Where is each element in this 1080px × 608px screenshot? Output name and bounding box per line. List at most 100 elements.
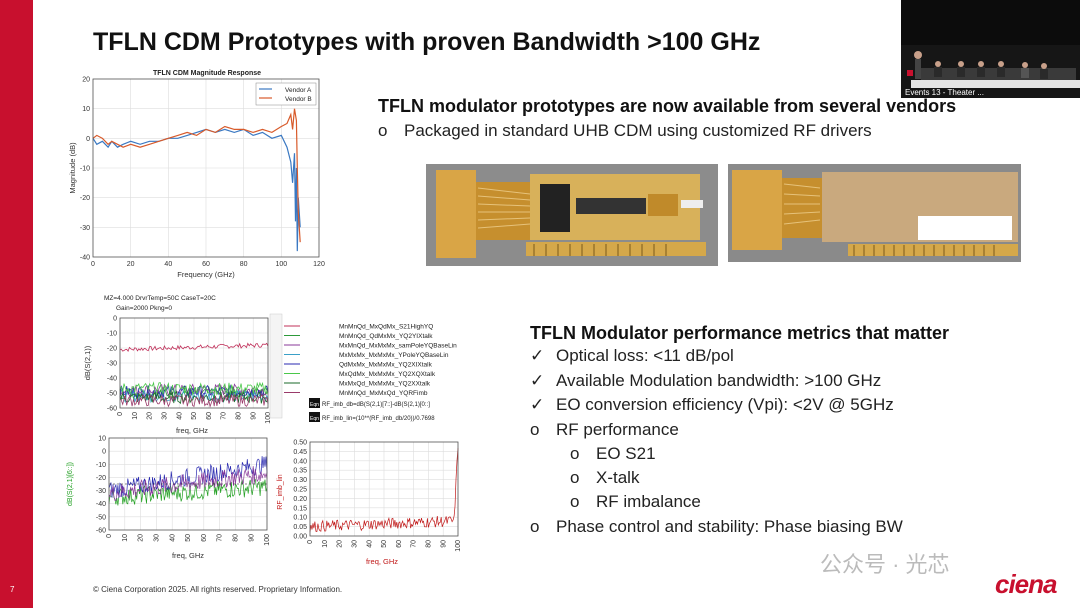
y-tick-label: 0.20 xyxy=(293,496,307,503)
x-tick-label: 0 xyxy=(307,540,314,544)
slide-title: TFLN CDM Prototypes with proven Bandwidt… xyxy=(93,28,761,56)
bullet-marker: o xyxy=(570,444,580,463)
y-tick-label: -10 xyxy=(80,166,90,173)
series-line xyxy=(119,381,269,396)
y-tick-label: -50 xyxy=(96,514,106,521)
y-tick-label: -30 xyxy=(80,225,90,232)
y-tick-label: -60 xyxy=(96,528,106,535)
series-line xyxy=(92,108,301,243)
chart-header-line-1: MZ=4.000 DrvrTemp=50C CaseT=20C xyxy=(104,295,216,302)
x-tick-label: 10 xyxy=(322,540,329,548)
y-tick-label: 0.00 xyxy=(293,534,307,541)
y-tick-label: -50 xyxy=(107,391,117,398)
x-tick-label: 60 xyxy=(206,412,213,420)
x-axis-label: freq, GHz xyxy=(366,557,398,566)
bullet-text: EO conversion efficiency (Vpi): <2V @ 5G… xyxy=(556,395,894,414)
x-tick-label: 30 xyxy=(154,534,161,542)
x-tick-label: 70 xyxy=(411,540,418,548)
y-axis-label: dB(S(2,1)[6::]) xyxy=(67,462,74,506)
x-tick-label: 100 xyxy=(264,534,271,546)
video-frame xyxy=(901,0,1080,98)
y-tick-label: -10 xyxy=(107,331,117,338)
y-tick-label: -20 xyxy=(107,346,117,353)
x-tick-label: 30 xyxy=(352,540,359,548)
chart-header-line-2: Gain=2000 Pkng=0 xyxy=(116,305,172,312)
bullet-marker: ✓ xyxy=(530,371,545,390)
x-tick-label: 60 xyxy=(396,540,403,548)
legend-label: Vendor A xyxy=(285,87,312,94)
x-tick-label: 120 xyxy=(313,261,325,268)
y-tick-label: 20 xyxy=(82,77,90,84)
equation-text: RF_imb_db=dB(S(2,1)[7::]-dB(S(2,1)[0::] xyxy=(322,402,430,408)
metric-optical-loss: ✓ Optical loss: <11 dB/pol xyxy=(530,346,734,366)
x-axis-label: freq, GHz xyxy=(176,426,208,435)
y-tick-label: 10 xyxy=(82,106,90,113)
legend-label: MxMxQd_MxMxMx_YQ2XXtalk xyxy=(339,381,431,388)
y-tick-label: 0 xyxy=(86,136,90,143)
x-tick-label: 20 xyxy=(147,412,154,420)
bullet-text: Phase control and stability: Phase biasi… xyxy=(556,517,903,536)
x-tick-label: 40 xyxy=(169,534,176,542)
s21-chart: MZ=4.000 DrvrTemp=50C CaseT=20C Gain=200… xyxy=(83,295,457,435)
y-tick-label: -20 xyxy=(80,195,90,202)
legend-label: MxQdMx_MxMxMx_YQ2XQXtalk xyxy=(339,371,436,378)
x-axis-label: Frequency (GHz) xyxy=(177,270,235,279)
x-tick-label: 90 xyxy=(440,540,447,548)
crosstalk-chart: 0 10 20 30 40 50 60 70 80 90 100100-10-20-30-40-50… xyxy=(67,436,271,561)
legend-label: MxMxMx_MxMxMx_YPoleYQBaseLin xyxy=(339,352,449,359)
y-tick-label: 0.10 xyxy=(293,515,307,522)
series-line xyxy=(309,448,459,533)
metric-rf-imbalance: o RF imbalance xyxy=(570,492,701,512)
section1-bullet: o Packaged in standard UHB CDM using cust… xyxy=(378,121,872,141)
x-tick-label: 30 xyxy=(162,412,169,420)
x-tick-label: 80 xyxy=(426,540,433,548)
bullet-marker: o xyxy=(378,121,388,140)
x-tick-label: 40 xyxy=(164,261,172,268)
x-tick-label: 60 xyxy=(202,261,210,268)
x-axis-label: freq, GHz xyxy=(172,551,204,560)
copyright-footer: © Ciena Corporation 2025. All rights res… xyxy=(93,585,343,594)
y-axis-label: RF_imb_lin xyxy=(277,474,284,510)
legend-label: QdMxMx_MxMxMx_YQ2XIXtalk xyxy=(339,362,433,369)
metric-rf-performance: o RF performance xyxy=(530,420,679,440)
y-tick-label: 0.50 xyxy=(293,440,307,447)
y-tick-label: -10 xyxy=(96,462,106,469)
x-tick-label: 70 xyxy=(221,412,228,420)
equation-tag xyxy=(309,398,320,408)
section2-heading: TFLN Modulator performance metrics that … xyxy=(530,323,950,343)
slide-number: 7 xyxy=(10,585,15,594)
legend-label: MnMnQd_MxMxQd_YQRFimb xyxy=(339,390,428,397)
y-tick-label: 0.45 xyxy=(293,449,307,456)
y-tick-label: 0.15 xyxy=(293,505,307,512)
bullet-marker: o xyxy=(570,468,580,487)
x-tick-label: 20 xyxy=(138,534,145,542)
series-line xyxy=(108,466,268,501)
y-tick-label: 0.05 xyxy=(293,524,307,531)
legend-label: MnMnQd_MxQdMx_S21HighYQ xyxy=(339,324,433,331)
bullet-text: Available Modulation bandwidth: >100 GHz xyxy=(556,371,882,390)
x-tick-label: 90 xyxy=(248,534,255,542)
bullet-text: EO S21 xyxy=(596,444,656,463)
x-tick-label: 20 xyxy=(337,540,344,548)
x-tick-label: 100 xyxy=(275,261,287,268)
y-tick-label: -40 xyxy=(96,501,106,508)
x-tick-label: 80 xyxy=(236,412,243,420)
x-tick-label: 20 xyxy=(127,261,135,268)
y-tick-label: 0 xyxy=(113,316,117,323)
bullet-marker: ✓ xyxy=(530,395,545,414)
y-axis-label: dB(S(2,1)) xyxy=(83,345,92,380)
equation-tag-label: Eqn xyxy=(310,416,319,422)
x-tick-label: 70 xyxy=(217,534,224,542)
y-tick-label: -30 xyxy=(96,488,106,495)
x-tick-label: 0 xyxy=(117,412,124,416)
metric-bandwidth: ✓ Available Modulation bandwidth: >100 GH… xyxy=(530,371,881,391)
legend-label: MnMnQd_QdMxMx_YQ2YIXtalk xyxy=(339,333,433,340)
y-tick-label: -40 xyxy=(107,376,117,383)
x-tick-label: 50 xyxy=(381,540,388,548)
ciena-logo: ciena xyxy=(995,569,1057,599)
legend-label: Vendor B xyxy=(285,96,312,103)
bullet-text: X-talk xyxy=(596,468,640,487)
x-tick-label: 90 xyxy=(250,412,257,420)
x-tick-label: 40 xyxy=(366,540,373,548)
x-tick-label: 100 xyxy=(265,412,272,424)
